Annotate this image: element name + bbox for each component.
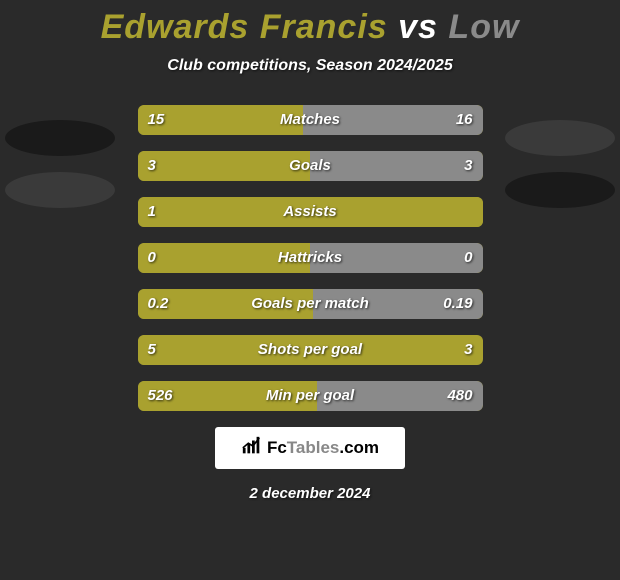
stat-bar: 526480Min per goal (138, 381, 483, 411)
stat-bar: 00Hattricks (138, 243, 483, 273)
side-ellipse-left (5, 120, 115, 156)
stat-bar: 1Assists (138, 197, 483, 227)
logo-box: FcTables.com (215, 427, 405, 469)
date: 2 december 2024 (0, 485, 620, 502)
bar-label: Min per goal (138, 381, 483, 411)
subtitle: Club competitions, Season 2024/2025 (0, 57, 620, 75)
bar-label: Hattricks (138, 243, 483, 273)
bar-label: Assists (138, 197, 483, 227)
side-ellipse-left (5, 172, 115, 208)
logo-com: .com (339, 438, 379, 457)
logo-fc: Fc (267, 438, 287, 457)
stats-bars: 1516Matches 33Goals 1Assists 00Hattricks 0.2… (138, 105, 483, 411)
logo-text: FcTables.com (267, 438, 379, 458)
vs-text: vs (398, 8, 438, 46)
bar-label: Goals per match (138, 289, 483, 319)
comparison-title: Edwards Francis vs Low (0, 0, 620, 47)
stat-bar: 53Shots per goal (138, 335, 483, 365)
side-ellipse-right (505, 120, 615, 156)
bar-label: Matches (138, 105, 483, 135)
player2-name: Low (448, 8, 519, 46)
logo-tables: Tables (287, 438, 340, 457)
stat-bar: 33Goals (138, 151, 483, 181)
bar-label: Goals (138, 151, 483, 181)
player1-name: Edwards Francis (101, 8, 388, 46)
stat-bar: 0.20.19Goals per match (138, 289, 483, 319)
chart-icon (241, 435, 263, 462)
side-ellipse-right (505, 172, 615, 208)
stat-bar: 1516Matches (138, 105, 483, 135)
bar-label: Shots per goal (138, 335, 483, 365)
